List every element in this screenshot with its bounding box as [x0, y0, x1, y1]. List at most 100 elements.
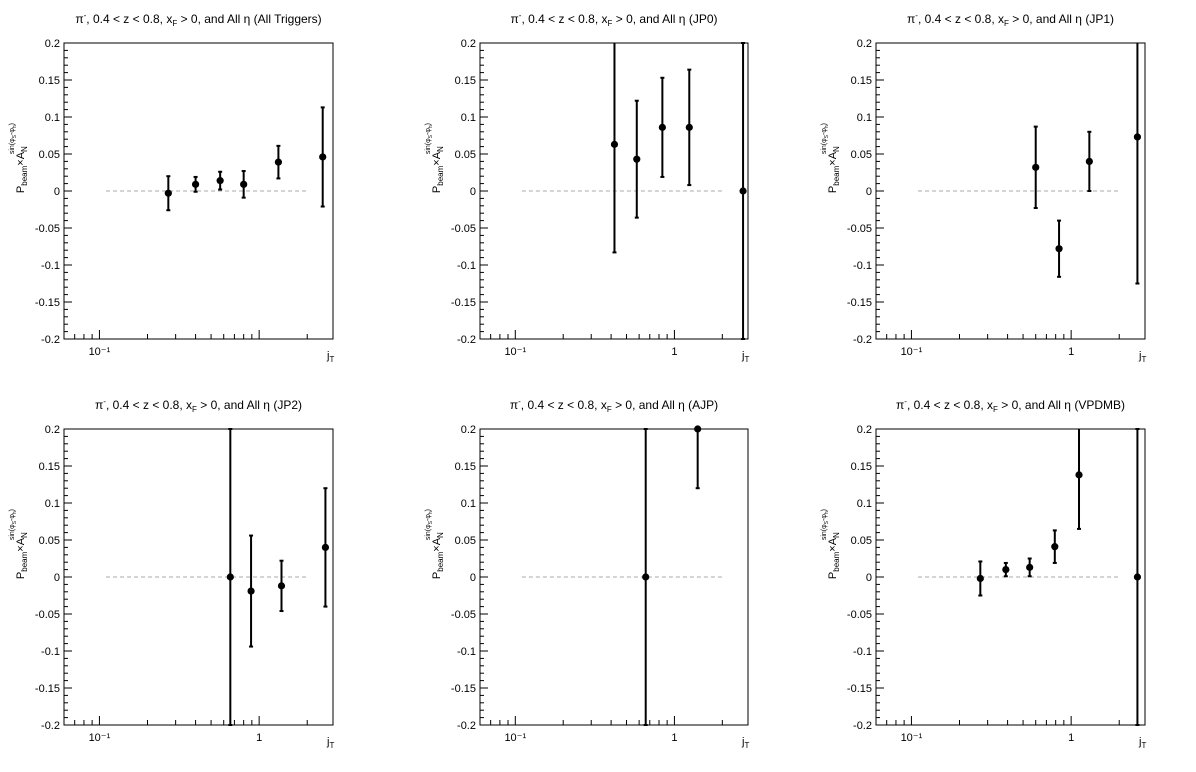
- y-tick-label: -0.05: [35, 223, 60, 235]
- y-tick-label: 0.05: [39, 149, 60, 161]
- y-tick-label: -0.1: [457, 646, 476, 658]
- y-tick-label: 0: [54, 572, 60, 584]
- y-tick-label: -0.1: [41, 646, 60, 658]
- y-tick-label: 0.2: [45, 38, 60, 50]
- data-point: [216, 177, 224, 185]
- x-axis-label: jT: [326, 736, 334, 750]
- data-point: [694, 425, 702, 433]
- chart-title: π-, 0.4 < z < 0.8, xF > 0, and All η (JP…: [511, 11, 718, 28]
- y-tick-label: 0.1: [857, 112, 872, 124]
- x-tick-label: 1: [1068, 346, 1074, 358]
- y-tick-label: -0.05: [847, 609, 872, 621]
- y-tick-label: -0.15: [35, 297, 60, 309]
- data-point: [976, 574, 984, 583]
- y-tick-label: -0.15: [847, 297, 872, 309]
- y-tick-label: 0.1: [461, 498, 476, 510]
- y-tick-label: 0.05: [851, 535, 872, 547]
- y-tick-label: 0.1: [857, 498, 872, 510]
- x-axis-label: jT: [1138, 350, 1146, 364]
- y-tick-label: 0.15: [39, 75, 60, 87]
- y-tick-label: 0.2: [857, 38, 872, 50]
- chart-panel-5: π-, 0.4 < z < 0.8, xF > 0, and All η (AJ…: [425, 397, 749, 750]
- data-point: [164, 189, 172, 197]
- y-tick-label: 0: [866, 186, 872, 198]
- y-axis-label: Pbeam×ANsin(φS-φh): [9, 509, 29, 579]
- x-tick-label: 10⁻¹: [89, 346, 111, 358]
- data-point: [1075, 471, 1083, 479]
- x-axis-label: jT: [1138, 736, 1146, 750]
- data-point: [610, 140, 619, 148]
- y-axis-label: Pbeam×ANsin(φS-φh): [9, 123, 29, 193]
- y-tick-label: -0.15: [451, 683, 476, 695]
- y-tick-label: 0.15: [39, 461, 60, 473]
- data-point: [321, 543, 330, 552]
- y-tick-label: -0.2: [457, 720, 476, 732]
- chart-panel-1: π-, 0.4 < z < 0.8, xF > 0, and All η (Al…: [9, 11, 334, 364]
- y-tick-label: 0.15: [851, 461, 872, 473]
- y-tick-label: -0.1: [853, 260, 872, 272]
- x-tick-label: 10⁻¹: [504, 732, 526, 744]
- y-tick-label: -0.2: [41, 720, 60, 732]
- y-tick-label: 0: [470, 572, 476, 584]
- chart-panel-6: π-, 0.4 < z < 0.8, xF > 0, and All η (VP…: [821, 397, 1146, 750]
- y-axis-label: Pbeam×ANsin(φS-φh): [425, 123, 445, 193]
- y-tick-label: 0.15: [455, 461, 476, 473]
- y-tick-label: -0.1: [457, 260, 476, 272]
- y-tick-label: -0.15: [451, 297, 476, 309]
- y-tick-label: -0.2: [853, 720, 872, 732]
- x-tick-label: 1: [671, 732, 677, 744]
- y-tick-label: 0.05: [455, 149, 476, 161]
- y-tick-label: 0.1: [45, 498, 60, 510]
- data-point: [240, 180, 248, 188]
- data-point: [658, 123, 666, 131]
- y-tick-label: -0.05: [847, 223, 872, 235]
- y-tick-label: 0: [470, 186, 476, 198]
- data-point: [685, 123, 693, 131]
- x-tick-label: 10⁻¹: [89, 732, 111, 744]
- data-point: [1085, 157, 1093, 165]
- data-point: [274, 158, 283, 166]
- y-tick-label: 0.05: [39, 535, 60, 547]
- x-tick-label: 1: [671, 346, 677, 358]
- x-tick-label: 10⁻¹: [504, 346, 526, 358]
- chart-panel-2: π-, 0.4 < z < 0.8, xF > 0, and All η (JP…: [425, 11, 749, 364]
- y-tick-label: 0.15: [455, 75, 476, 87]
- data-point: [226, 573, 234, 581]
- y-tick-label: -0.2: [853, 334, 872, 346]
- y-tick-label: 0: [866, 572, 872, 584]
- chart-title: π-, 0.4 < z < 0.8, xF > 0, and All η (AJ…: [510, 397, 718, 414]
- x-axis-label: jT: [326, 350, 334, 364]
- x-tick-label: 1: [1068, 732, 1074, 744]
- y-axis-label: Pbeam×ANsin(φS-φh): [821, 509, 841, 579]
- x-axis-label: jT: [741, 350, 749, 364]
- chart-panel-3: π-, 0.4 < z < 0.8, xF > 0, and All η (JP…: [821, 11, 1146, 364]
- y-tick-label: -0.2: [41, 334, 60, 346]
- x-tick-label: 1: [256, 732, 262, 744]
- data-point: [277, 582, 286, 590]
- y-tick-label: -0.2: [457, 334, 476, 346]
- y-tick-label: 0.2: [461, 424, 476, 436]
- y-tick-label: 0: [54, 186, 60, 198]
- data-point: [1051, 543, 1059, 551]
- data-point: [319, 153, 327, 161]
- y-tick-label: 0.1: [461, 112, 476, 124]
- data-point: [1055, 245, 1063, 253]
- x-axis-label: jT: [741, 736, 749, 750]
- y-tick-label: -0.05: [35, 609, 60, 621]
- y-tick-label: -0.15: [847, 683, 872, 695]
- chart-title: π-, 0.4 < z < 0.8, xF > 0, and All η (JP…: [907, 11, 1114, 28]
- y-axis-label: Pbeam×ANsin(φS-φh): [425, 509, 445, 579]
- y-tick-label: 0.15: [851, 75, 872, 87]
- chart-title: π-, 0.4 < z < 0.8, xF > 0, and All η (VP…: [896, 397, 1125, 414]
- data-point: [191, 180, 200, 188]
- data-point: [1133, 133, 1142, 141]
- y-tick-label: 0.2: [45, 424, 60, 436]
- data-point: [1133, 573, 1142, 581]
- data-point: [739, 187, 747, 195]
- y-tick-label: -0.15: [35, 683, 60, 695]
- y-tick-label: 0.2: [857, 424, 872, 436]
- data-point: [1002, 566, 1010, 574]
- chart-title: π-, 0.4 < z < 0.8, xF > 0, and All η (Al…: [75, 11, 321, 28]
- y-axis-label: Pbeam×ANsin(φS-φh): [821, 123, 841, 193]
